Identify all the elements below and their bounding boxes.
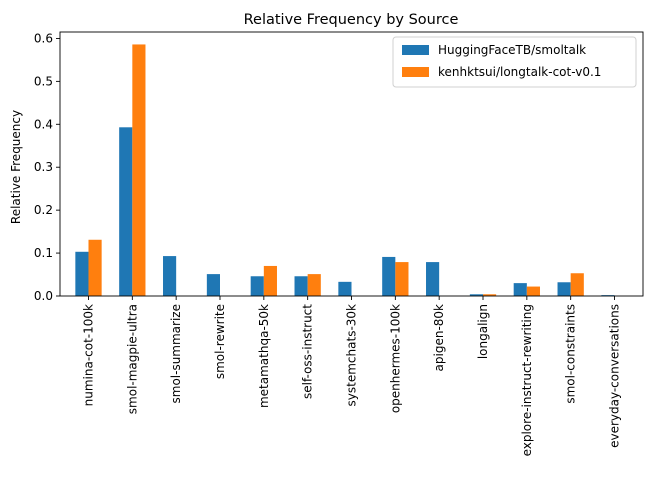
bar-series-0-systemchats-30k — [338, 281, 352, 296]
bar-series-1-metamathqa-50k — [263, 265, 277, 296]
y-tick-label: 0.3 — [34, 160, 53, 174]
bar-series-0-openhermes-100k — [382, 256, 396, 296]
x-tick-label: systemchats-30k — [345, 304, 359, 406]
bar-series-1-longalign — [483, 294, 497, 296]
x-tick-label: self-oss-instruct — [301, 304, 315, 399]
bar-series-0-numina-cot-100k — [75, 251, 89, 296]
bar-series-0-self-oss-instruct — [294, 276, 308, 296]
x-tick-label: smol-magpie-ultra — [125, 304, 139, 414]
x-tick-label: everyday-conversations — [608, 304, 622, 448]
x-tick-label: openhermes-100k — [388, 304, 402, 413]
bar-series-0-smol-constraints — [557, 282, 571, 296]
y-tick-label: 0.2 — [34, 203, 53, 217]
x-ticks: numina-cot-100k smol-magpie-ultra smol-sum… — [81, 296, 622, 456]
legend-swatch-0 — [402, 45, 429, 55]
bar-series-0-metamathqa-50k — [250, 276, 264, 296]
bars-layer — [75, 44, 615, 297]
legend-swatch-1 — [402, 67, 429, 77]
x-tick-label: smol-rewrite — [213, 304, 227, 379]
bar-series-1-openhermes-100k — [395, 262, 409, 296]
y-tick-label: 0.0 — [34, 289, 53, 303]
y-axis-label: Relative Frequency — [9, 110, 23, 224]
bar-series-0-explore-instruct-rewriting — [513, 283, 527, 296]
x-tick-label: metamathqa-50k — [257, 304, 271, 408]
legend-label-0: HuggingFaceTB/smoltalk — [438, 43, 586, 57]
bar-series-1-self-oss-instruct — [307, 274, 321, 296]
y-ticks: 0.0 0.1 0.2 0.3 0.4 0.5 0.6 — [34, 31, 60, 303]
x-tick-label: smol-constraints — [564, 304, 578, 404]
bar-series-0-apigen-80k — [426, 262, 440, 296]
bar-series-0-smol-rewrite — [206, 274, 220, 296]
legend-box — [392, 36, 637, 88]
bar-series-1-smol-constraints — [570, 273, 584, 296]
legend: HuggingFaceTB/smoltalk kenhktsui/longtalk… — [392, 36, 637, 88]
x-tick-label: longalign — [476, 304, 490, 359]
chart-title: Relative Frequency by Source — [244, 12, 459, 28]
legend-label-1: kenhktsui/longtalk-cot-v0.1 — [438, 65, 601, 79]
bar-series-1-smol-magpie-ultra — [132, 44, 146, 297]
bar-series-1-explore-instruct-rewriting — [526, 286, 540, 296]
bar-series-0-longalign — [469, 294, 484, 296]
x-tick-label: apigen-80k — [432, 304, 446, 372]
x-tick-label: explore-instruct-rewriting — [520, 304, 534, 456]
bar-series-0-smol-magpie-ultra — [119, 127, 133, 296]
x-tick-label: smol-summarize — [169, 304, 183, 404]
bar-series-1-numina-cot-100k — [88, 239, 102, 296]
y-tick-label: 0.1 — [34, 246, 53, 260]
x-tick-label: numina-cot-100k — [81, 304, 95, 406]
bar-series-0-smol-summarize — [163, 256, 177, 296]
y-tick-label: 0.6 — [34, 31, 53, 45]
y-tick-label: 0.5 — [34, 74, 53, 88]
y-tick-label: 0.4 — [34, 117, 53, 131]
